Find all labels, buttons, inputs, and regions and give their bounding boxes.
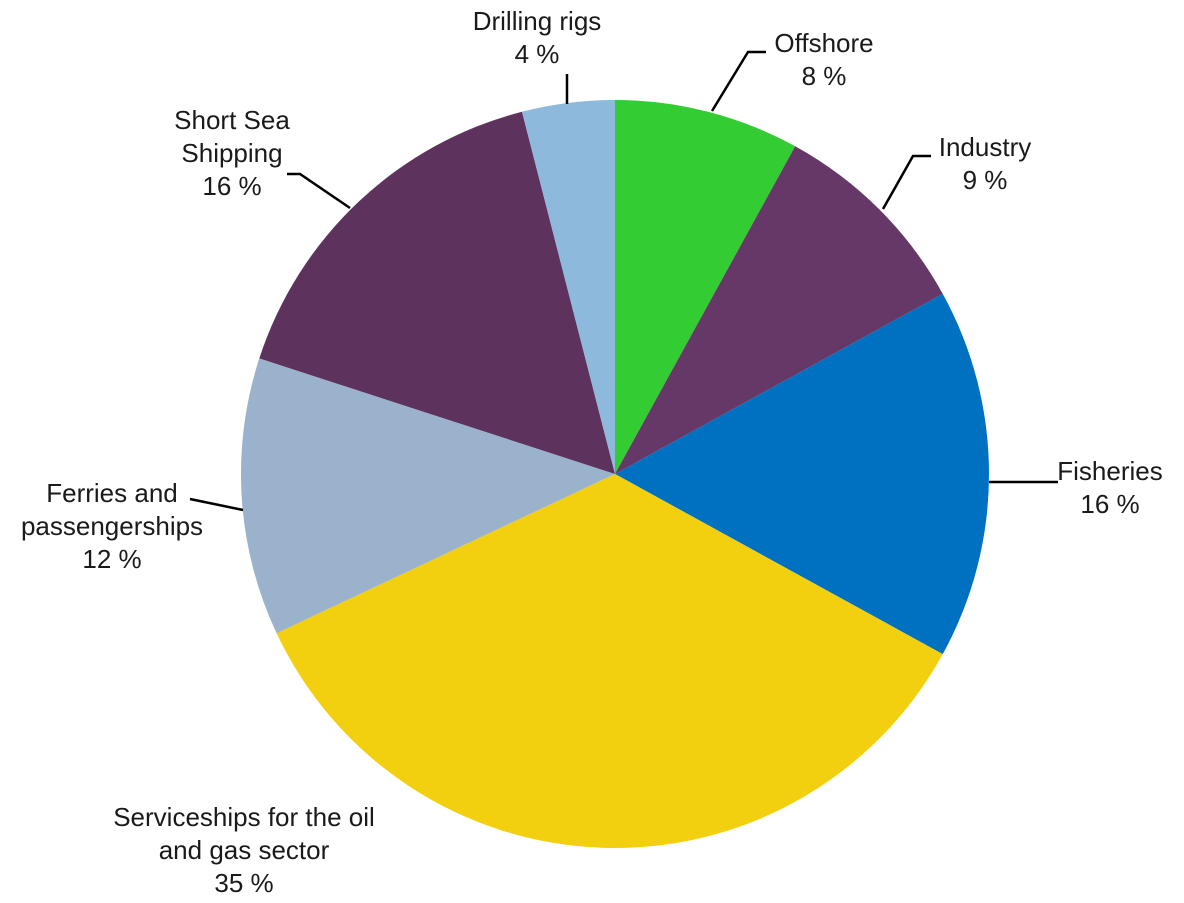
slice-category-label: and gas sector <box>159 835 330 865</box>
slice-value-label: 8 % <box>802 61 847 91</box>
slice-category-label: Short Sea <box>174 105 290 135</box>
slice-label-1: Offshore 8 % <box>774 28 873 91</box>
slice-category-label: Shipping <box>181 138 282 168</box>
slice-category-label: passengerships <box>21 511 203 541</box>
pie-slice-3 <box>615 293 990 655</box>
pie-slices <box>240 100 990 849</box>
slice-value-label: 16 % <box>202 171 261 201</box>
pie-slice-2 <box>615 146 943 474</box>
pie-slice-6 <box>259 111 615 474</box>
slice-value-label: 12 % <box>82 544 141 574</box>
slice-category-label: Fisheries <box>1057 456 1162 486</box>
slice-value-label: 16 % <box>1080 489 1139 519</box>
pie-slice-4 <box>276 474 943 849</box>
pie-slice-7 <box>521 100 615 474</box>
slice-label-4: Serviceships for the oil and gas sector 35… <box>113 802 375 898</box>
pie-slice-5 <box>240 358 615 634</box>
slice-category-label: Industry <box>939 132 1032 162</box>
slice-label-5: Ferries and passengerships 12 % <box>21 478 203 574</box>
leader-line-5 <box>189 497 244 512</box>
slice-category-label: Offshore <box>774 28 873 58</box>
pie-slice-1 <box>615 100 796 474</box>
slice-label-6: Short Sea Shipping 16 % <box>174 105 290 201</box>
slice-labels: Offshore 8 %Industry 9 %Fisheries 16 %Servi… <box>21 6 1163 898</box>
slice-category-label: Serviceships for the oil <box>113 802 375 832</box>
leader-line-2 <box>881 154 931 210</box>
leader-line-1 <box>710 50 766 112</box>
slice-value-label: 9 % <box>963 165 1008 195</box>
slice-label-3: Fisheries 16 % <box>1057 456 1162 519</box>
slice-category-label: Drilling rigs <box>473 6 602 36</box>
slice-value-label: 4 % <box>515 39 560 69</box>
slice-label-7: Drilling rigs 4 % <box>473 6 602 69</box>
slice-value-label: 35 % <box>214 868 273 898</box>
slice-category-label: Ferries and <box>46 478 178 508</box>
leader-lines <box>189 50 1058 512</box>
leader-line-6 <box>287 172 351 210</box>
slice-label-2: Industry 9 % <box>939 132 1032 195</box>
